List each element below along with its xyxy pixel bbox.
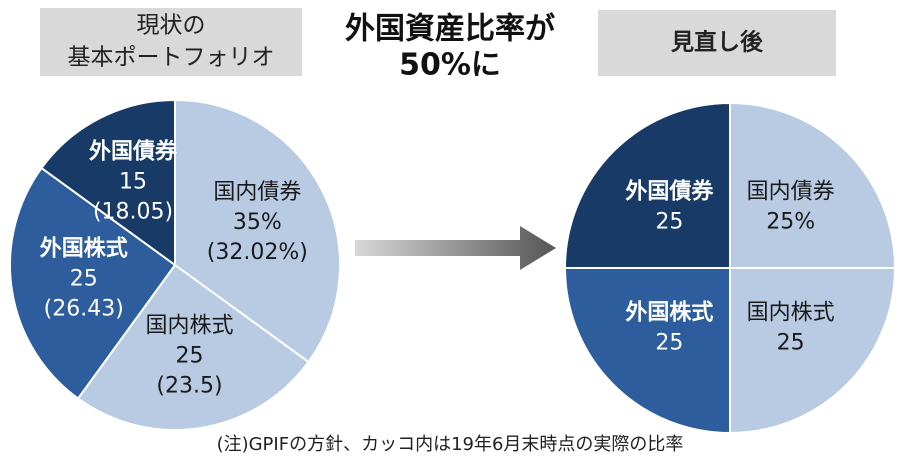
slice-label: 外国株式 (40, 235, 128, 261)
pie-slice (174, 98, 341, 364)
chart-title: 現状の (137, 13, 206, 39)
value-label: 25 (655, 331, 683, 356)
value-label: 25 (175, 343, 203, 368)
pie-slice (729, 267, 897, 435)
arrow (355, 226, 556, 270)
chart-title: 基本ポートフォリオ (68, 45, 275, 71)
pie-slice (76, 263, 310, 431)
actual-label: (18.05) (93, 200, 173, 225)
page-title: 外国資産比率が (345, 12, 555, 47)
slice-label: 国内株式 (145, 313, 233, 338)
actual-label: (26.43) (44, 296, 124, 321)
slice-label: 外国債券 (625, 178, 714, 204)
pie-slice (729, 101, 897, 269)
actual-label: (23.5) (156, 373, 222, 398)
value-label: 35% (233, 210, 282, 235)
slice-label: 外国債券 (89, 139, 178, 165)
pie-slice (9, 166, 177, 400)
value-label: 15 (119, 170, 147, 195)
slice-label: 国内株式 (747, 301, 835, 326)
pie-slice (563, 101, 731, 269)
value-label: 25 (655, 209, 683, 234)
value-label: 25% (766, 209, 815, 234)
value-label: 25 (70, 266, 98, 291)
actual-label: (32.02%) (207, 240, 308, 265)
slice-label: 外国株式 (625, 300, 713, 326)
pie-slice (40, 98, 176, 267)
note: (注)GPIFの方針、カッコ内は19年6月末時点の実際の比率 (217, 434, 684, 455)
title-box (598, 10, 836, 76)
pie-slice (563, 267, 731, 435)
page-title: 50%に (399, 48, 501, 83)
title-box (40, 8, 302, 76)
value-label: 25 (777, 331, 805, 356)
slice-label: 国内債券 (747, 179, 835, 204)
chart-title: 見直し後 (671, 29, 764, 56)
slice-label: 国内債券 (213, 180, 301, 205)
